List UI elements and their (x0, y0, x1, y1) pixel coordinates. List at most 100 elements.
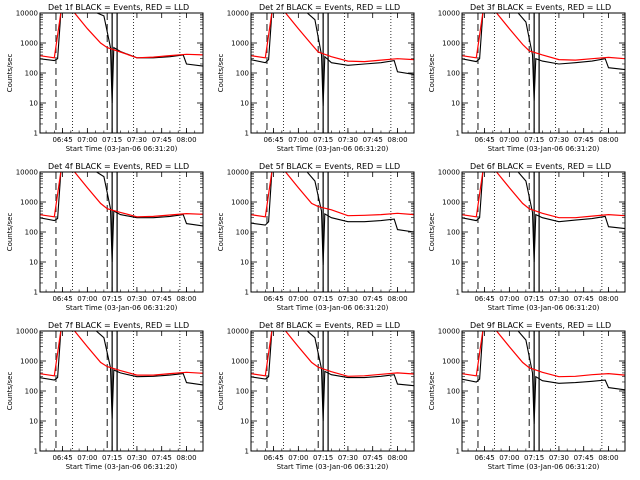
series-events-line (40, 331, 203, 419)
x-tick-label: 07:45 (152, 295, 172, 303)
x-tick-label: 06:45 (474, 454, 494, 462)
x-tick-label: 08:00 (176, 136, 196, 144)
y-tick-label: 1 (34, 130, 38, 138)
y-tick-label: 100 (236, 229, 249, 237)
y-tick-label: 10000 (16, 169, 38, 177)
y-axis-label: Counts/sec (428, 372, 436, 411)
series-events-line (251, 331, 414, 422)
x-tick-label: 07:30 (549, 295, 569, 303)
panel-title: Det 8f BLACK = Events, RED = LLD (259, 321, 400, 330)
x-tick-label: 07:45 (152, 136, 172, 144)
x-tick-label: 08:00 (387, 454, 407, 462)
y-tick-label: 1000 (231, 40, 249, 48)
x-tick-label: 06:45 (474, 295, 494, 303)
series-lld-line (40, 331, 203, 377)
y-tick-label: 1000 (442, 40, 460, 48)
x-tick-label: 07:00 (77, 136, 97, 144)
plot-frame (461, 12, 626, 134)
series-lld-line (251, 13, 414, 63)
plot-frame (461, 330, 626, 452)
x-tick-label: 07:45 (363, 136, 383, 144)
x-axis-label: Start Time (03-Jan-06 06:31:20) (277, 304, 389, 312)
y-tick-label: 1000 (231, 199, 249, 207)
detector-panel-9: Det 9f BLACK = Events, RED = LLD 1 10 100 10… (428, 321, 626, 471)
y-tick-label: 10 (451, 259, 460, 267)
x-axis-label: Start Time (03-Jan-06 06:31:20) (66, 145, 178, 153)
y-tick-label: 100 (236, 388, 249, 396)
y-tick-label: 1000 (442, 199, 460, 207)
x-tick-label: 07:45 (574, 454, 594, 462)
series-events-line (462, 331, 625, 424)
plot-frame (39, 330, 204, 452)
y-tick-label: 10000 (227, 169, 249, 177)
detector-panel-4: Det 4f BLACK = Events, RED = LLD 1 10 100 10… (6, 162, 204, 312)
x-axis-label: Start Time (03-Jan-06 06:31:20) (277, 145, 389, 153)
x-tick-label: 08:00 (176, 295, 196, 303)
x-tick-label: 07:00 (77, 454, 97, 462)
x-axis-label: Start Time (03-Jan-06 06:31:20) (277, 463, 389, 471)
y-tick-label: 1 (456, 289, 460, 297)
detector-panel-3: Det 3f BLACK = Events, RED = LLD 1 10 100 10… (428, 3, 626, 153)
x-tick-label: 07:15 (313, 295, 333, 303)
x-tick-label: 06:45 (52, 295, 72, 303)
panel-title: Det 6f BLACK = Events, RED = LLD (470, 162, 611, 171)
series-lld-line (251, 172, 414, 218)
y-tick-label: 1000 (20, 199, 38, 207)
detector-panel-8: Det 8f BLACK = Events, RED = LLD 1 10 100 10… (217, 321, 415, 471)
plot-frame (250, 171, 415, 293)
x-tick-label: 07:45 (152, 454, 172, 462)
x-tick-label: 07:15 (102, 136, 122, 144)
x-tick-label: 07:45 (363, 454, 383, 462)
x-axis-label: Start Time (03-Jan-06 06:31:20) (488, 463, 600, 471)
panel-title: Det 9f BLACK = Events, RED = LLD (470, 321, 611, 330)
y-tick-label: 10 (29, 259, 38, 267)
panel-data (40, 331, 203, 451)
plot-frame (461, 171, 626, 293)
x-axis-label: Start Time (03-Jan-06 06:31:20) (488, 145, 600, 153)
x-tick-label: 07:15 (313, 454, 333, 462)
x-tick-label: 07:30 (549, 136, 569, 144)
y-tick-label: 10 (240, 418, 249, 426)
x-tick-label: 07:30 (338, 454, 358, 462)
series-events-line (462, 172, 625, 263)
x-tick-label: 07:30 (338, 136, 358, 144)
x-axis-label: Start Time (03-Jan-06 06:31:20) (66, 304, 178, 312)
x-tick-label: 08:00 (598, 454, 618, 462)
panel-title: Det 5f BLACK = Events, RED = LLD (259, 162, 400, 171)
panel-title: Det 2f BLACK = Events, RED = LLD (259, 3, 400, 12)
x-tick-label: 08:00 (176, 454, 196, 462)
panel-data (40, 172, 203, 292)
y-tick-label: 1 (456, 448, 460, 456)
x-tick-label: 07:00 (288, 295, 308, 303)
y-tick-label: 10000 (227, 10, 249, 18)
y-tick-label: 1000 (231, 358, 249, 366)
y-tick-label: 10000 (438, 10, 460, 18)
x-tick-label: 07:30 (127, 136, 147, 144)
panel-data (40, 13, 203, 133)
x-axis-label: Start Time (03-Jan-06 06:31:20) (66, 463, 178, 471)
y-tick-label: 10000 (438, 328, 460, 336)
y-tick-label: 10000 (227, 328, 249, 336)
detector-panel-5: Det 5f BLACK = Events, RED = LLD 1 10 100 10… (217, 162, 415, 312)
x-tick-label: 07:30 (338, 295, 358, 303)
series-lld-line (462, 172, 625, 219)
x-tick-label: 06:45 (263, 136, 283, 144)
y-tick-label: 10000 (16, 10, 38, 18)
y-tick-label: 10 (29, 100, 38, 108)
x-tick-label: 06:45 (474, 136, 494, 144)
x-tick-label: 07:00 (77, 295, 97, 303)
x-tick-label: 07:00 (288, 136, 308, 144)
panel-data (462, 13, 625, 133)
x-tick-label: 06:45 (263, 454, 283, 462)
series-events-line (40, 13, 203, 104)
y-tick-label: 100 (447, 388, 460, 396)
y-tick-label: 10 (451, 100, 460, 108)
detector-panel-6: Det 6f BLACK = Events, RED = LLD 1 10 100 10… (428, 162, 626, 312)
y-tick-label: 100 (25, 70, 38, 78)
x-tick-label: 06:45 (263, 295, 283, 303)
y-tick-label: 10 (240, 100, 249, 108)
y-axis-label: Counts/sec (6, 372, 14, 411)
x-tick-label: 06:45 (52, 136, 72, 144)
series-lld-line (251, 331, 414, 377)
plot-frame (250, 12, 415, 134)
